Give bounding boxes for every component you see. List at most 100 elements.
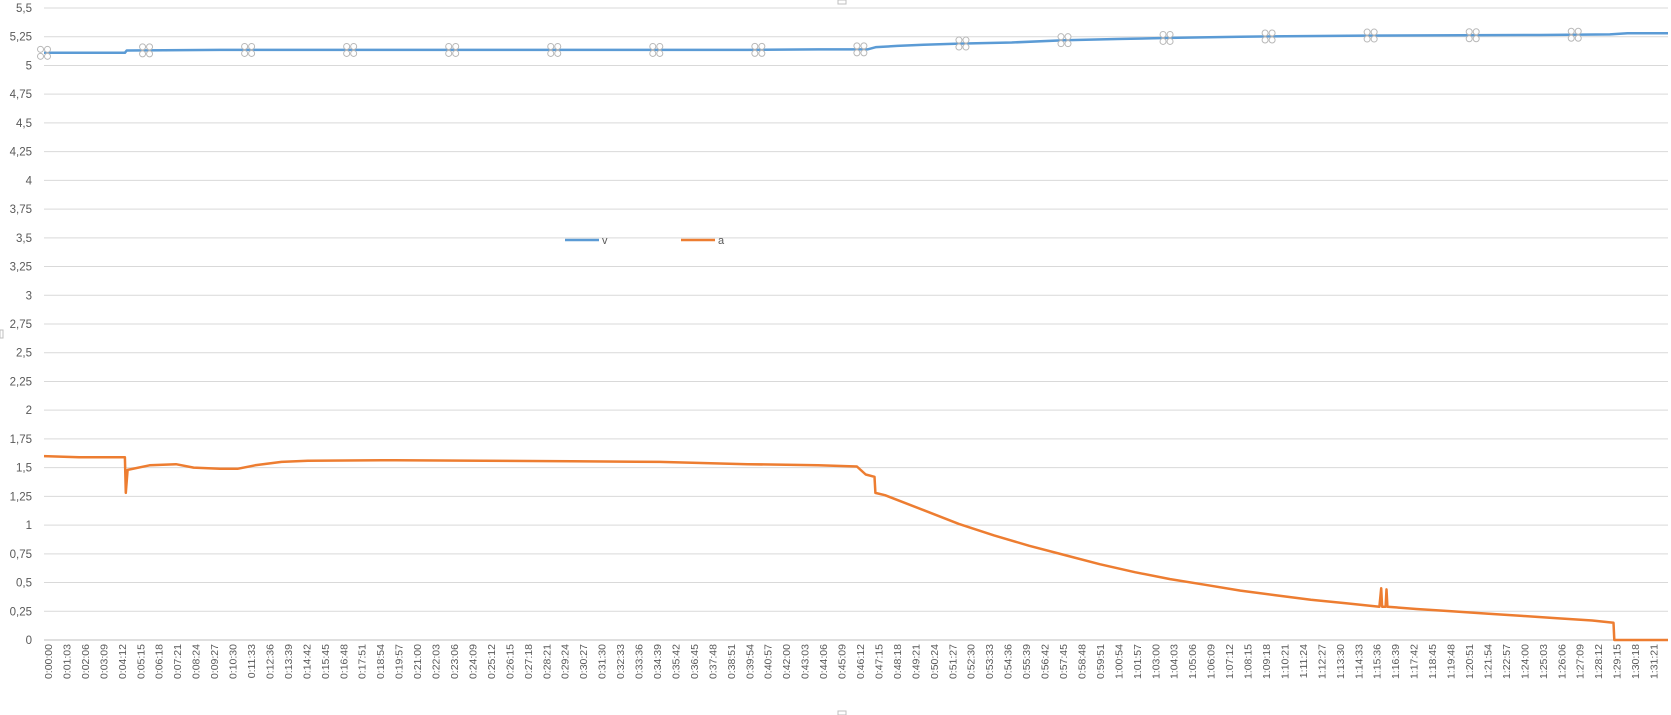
- series-selection-handle[interactable]: [955, 36, 970, 51]
- x-tick-label: 0:39:54: [744, 644, 756, 679]
- x-tick-label: 1:27:09: [1575, 644, 1587, 679]
- y-tick-label: 1,75: [10, 434, 32, 446]
- x-tick-label: 0:25:12: [486, 644, 498, 679]
- x-tick-label: 0:29:24: [560, 644, 572, 679]
- x-tick-label: 0:57:45: [1058, 644, 1070, 679]
- x-tick-label: 1:31:21: [1649, 644, 1661, 679]
- x-tick-label: 0:10:30: [228, 644, 240, 679]
- y-tick-label: 3,75: [10, 204, 32, 216]
- series-selection-handle[interactable]: [1363, 28, 1378, 43]
- x-tick-label: 1:17:42: [1409, 644, 1421, 679]
- x-tick-label: 0:32:33: [615, 644, 627, 679]
- x-tick-label: 0:52:30: [966, 644, 978, 679]
- y-tick-label: 5,5: [16, 3, 32, 15]
- x-tick-label: 1:03:00: [1150, 644, 1162, 679]
- y-tick-label: 4,75: [10, 89, 32, 101]
- x-tick-label: 0:35:42: [670, 644, 682, 679]
- chart-area-resize-handles[interactable]: [0, 0, 847, 715]
- x-tick-label: 1:07:12: [1224, 644, 1236, 679]
- x-tick-label: 0:54:36: [1003, 644, 1015, 679]
- y-tick-label: 3: [26, 290, 32, 302]
- y-tick-label: 1,25: [10, 491, 32, 503]
- x-tick-label: 0:19:57: [394, 644, 406, 679]
- x-tick-label: 0:08:24: [191, 644, 203, 679]
- x-tick-label: 1:21:54: [1482, 644, 1494, 679]
- y-tick-label: 2,5: [16, 348, 32, 360]
- x-tick-label: 0:26:15: [504, 644, 516, 679]
- x-tick-label: 1:28:12: [1593, 644, 1605, 679]
- series-line-v[interactable]: [44, 32, 1668, 55]
- x-tick-label: 1:05:06: [1187, 644, 1199, 679]
- x-tick-label: 0:38:51: [726, 644, 738, 679]
- series-selection-handle[interactable]: [1159, 30, 1174, 45]
- y-tick-label: 5: [26, 60, 32, 72]
- x-tick-label: 1:18:45: [1427, 644, 1439, 679]
- x-tick-label: 0:49:21: [910, 644, 922, 679]
- series-selection-handle[interactable]: [1057, 33, 1072, 48]
- series-selection-handle[interactable]: [547, 42, 562, 57]
- y-tick-label: 0,75: [10, 549, 32, 561]
- series-selection-handle[interactable]: [241, 42, 256, 57]
- x-tick-label: 0:31:30: [597, 644, 609, 679]
- y-tick-label: 3,5: [16, 233, 32, 245]
- series-selection-handle[interactable]: [1261, 29, 1276, 44]
- x-tick-label: 1:24:00: [1519, 644, 1531, 679]
- series-selection-handle[interactable]: [853, 42, 868, 57]
- x-tick-label: 1:01:57: [1132, 644, 1144, 679]
- x-tick-label: 0:06:18: [154, 644, 166, 679]
- x-tick-label: 0:46:12: [855, 644, 867, 679]
- gridlines: [44, 7, 1668, 641]
- x-tick-label: 1:13:30: [1335, 644, 1347, 679]
- y-tick-label: 2: [26, 405, 32, 417]
- x-tick-label: 0:56:42: [1040, 644, 1052, 679]
- y-tick-label: 4,5: [16, 118, 32, 130]
- x-tick-label: 0:47:15: [873, 644, 885, 679]
- x-tick-label: 0:58:48: [1076, 644, 1088, 679]
- x-tick-label: 1:14:33: [1353, 644, 1365, 679]
- x-tick-label: 1:06:09: [1206, 644, 1218, 679]
- x-tick-label: 1:16:39: [1390, 644, 1402, 679]
- x-tick-label: 0:51:27: [947, 644, 959, 679]
- y-tick-label: 4: [26, 175, 33, 187]
- series-selection-handle[interactable]: [139, 43, 154, 58]
- x-tick-label: 1:22:57: [1501, 644, 1513, 679]
- x-tick-label: 0:09:27: [209, 644, 221, 679]
- x-tick-label: 0:14:42: [301, 644, 313, 679]
- x-tick-label: 0:43:03: [800, 644, 812, 679]
- legend-label-a: a: [718, 235, 725, 247]
- x-tick-label: 0:21:00: [412, 644, 424, 679]
- series-selection-handle[interactable]: [649, 42, 664, 57]
- series-selection-handle[interactable]: [751, 42, 766, 57]
- x-tick-label: 0:27:18: [523, 644, 535, 679]
- series-selection-handle[interactable]: [445, 42, 460, 57]
- x-tick-label: 1:09:18: [1261, 644, 1273, 679]
- x-tick-label: 0:44:06: [818, 644, 830, 679]
- selection-handles: [0, 0, 1582, 715]
- y-tick-label: 0: [26, 635, 32, 647]
- x-tick-label: 1:11:24: [1298, 644, 1310, 678]
- x-tick-label: 0:07:21: [172, 644, 184, 679]
- x-tick-label: 0:03:09: [98, 644, 110, 679]
- series-selection-handle[interactable]: [37, 45, 51, 60]
- y-tick-label: 2,75: [10, 319, 32, 331]
- x-tick-label: 0:18:54: [375, 644, 387, 679]
- series-selection-handle[interactable]: [343, 42, 358, 57]
- x-tick-label: 0:15:45: [320, 644, 332, 679]
- x-tick-label: 0:00:00: [43, 644, 55, 679]
- series-selection-handle[interactable]: [1567, 27, 1582, 42]
- x-axis-tick-labels: 0:00:00 0:01:03 0:02:06 0:03:09 0:04:12 0:05:…: [43, 644, 1661, 679]
- x-tick-label: 0:34:39: [652, 644, 664, 679]
- y-tick-label: 0,25: [10, 606, 32, 618]
- series-selection-handle[interactable]: [1465, 28, 1480, 43]
- x-tick-label: 1:20:51: [1464, 644, 1476, 679]
- x-tick-label: 1:12:27: [1316, 644, 1328, 679]
- series-line-a[interactable]: [43, 454, 1668, 642]
- y-tick-label: 1: [26, 520, 32, 532]
- x-tick-label: 1:00:54: [1113, 644, 1125, 679]
- y-tick-label: 0,5: [16, 578, 32, 590]
- x-tick-label: 0:24:09: [467, 644, 479, 679]
- x-tick-label: 0:48:18: [892, 644, 904, 679]
- x-tick-label: 0:50:24: [929, 644, 941, 679]
- x-tick-label: 0:40:57: [763, 644, 775, 679]
